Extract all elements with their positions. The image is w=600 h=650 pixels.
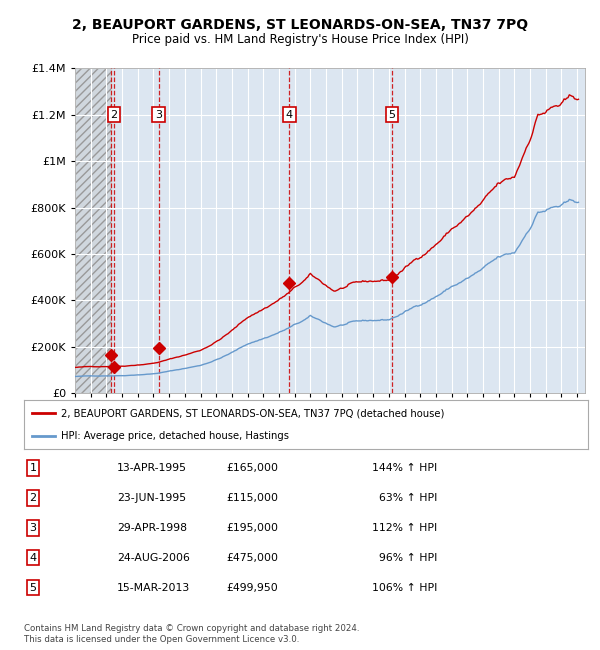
Text: 2, BEAUPORT GARDENS, ST LEONARDS-ON-SEA, TN37 7PQ: 2, BEAUPORT GARDENS, ST LEONARDS-ON-SEA,… xyxy=(72,18,528,32)
Text: £165,000: £165,000 xyxy=(226,463,278,473)
Text: 15-MAR-2013: 15-MAR-2013 xyxy=(117,582,190,593)
Text: 3: 3 xyxy=(155,110,162,120)
Bar xyxy=(75,68,111,393)
Text: 144% ↑ HPI: 144% ↑ HPI xyxy=(372,463,437,473)
Text: 24-AUG-2006: 24-AUG-2006 xyxy=(117,552,190,563)
Text: 2: 2 xyxy=(29,493,37,503)
Text: 5: 5 xyxy=(388,110,395,120)
Text: 96% ↑ HPI: 96% ↑ HPI xyxy=(372,552,437,563)
Text: £115,000: £115,000 xyxy=(226,493,278,503)
Text: 5: 5 xyxy=(29,582,37,593)
Text: 4: 4 xyxy=(286,110,293,120)
Text: £499,950: £499,950 xyxy=(226,582,278,593)
Text: Price paid vs. HM Land Registry's House Price Index (HPI): Price paid vs. HM Land Registry's House … xyxy=(131,32,469,46)
Text: 2, BEAUPORT GARDENS, ST LEONARDS-ON-SEA, TN37 7PQ (detached house): 2, BEAUPORT GARDENS, ST LEONARDS-ON-SEA,… xyxy=(61,408,444,419)
Text: 29-APR-1998: 29-APR-1998 xyxy=(117,523,187,533)
Bar xyxy=(75,68,111,393)
Text: 1: 1 xyxy=(29,463,37,473)
Text: £195,000: £195,000 xyxy=(226,523,278,533)
Text: 106% ↑ HPI: 106% ↑ HPI xyxy=(372,582,437,593)
Text: 4: 4 xyxy=(29,552,37,563)
Text: 3: 3 xyxy=(29,523,37,533)
Text: 63% ↑ HPI: 63% ↑ HPI xyxy=(372,493,437,503)
Text: Contains HM Land Registry data © Crown copyright and database right 2024.
This d: Contains HM Land Registry data © Crown c… xyxy=(24,624,359,644)
Text: 112% ↑ HPI: 112% ↑ HPI xyxy=(372,523,437,533)
Text: £475,000: £475,000 xyxy=(226,552,278,563)
Text: HPI: Average price, detached house, Hastings: HPI: Average price, detached house, Hast… xyxy=(61,432,289,441)
Text: 13-APR-1995: 13-APR-1995 xyxy=(117,463,187,473)
Text: 23-JUN-1995: 23-JUN-1995 xyxy=(117,493,186,503)
Text: 2: 2 xyxy=(110,110,118,120)
